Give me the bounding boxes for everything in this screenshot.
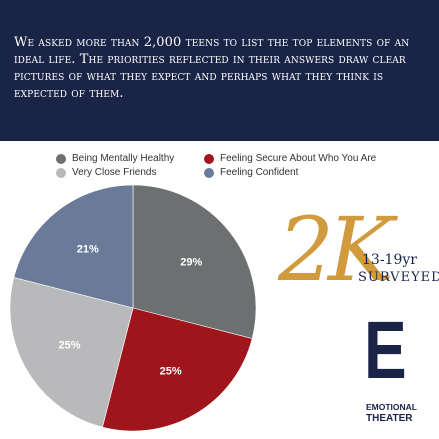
pie-slice-mentally-healthy <box>132 184 257 339</box>
pie-label-feeling-secure: 25% <box>160 365 182 377</box>
logo-line-emotional: EMOTIONAL <box>366 402 417 412</box>
logo-letter: E <box>364 305 407 396</box>
legend-item-mentally-healthy: Being Mentally Healthy <box>56 153 174 164</box>
header-banner: We asked more than 2,000 teens to list t… <box>0 0 439 141</box>
pie-label-mentally-healthy: 29% <box>180 257 202 269</box>
legend-label-feeling-confident: Feeling Confident <box>220 167 299 178</box>
stat-surveyed-label: SURVEYED <box>358 270 439 285</box>
pie-label-feeling-confident: 21% <box>77 244 99 256</box>
pie-slice-feeling-secure <box>102 307 253 432</box>
pie-label-close-friends: 25% <box>58 340 80 352</box>
legend-swatch-close-friends <box>56 167 66 178</box>
legend-item-feeling-secure: Feeling Secure About Who You Are <box>204 153 376 164</box>
stat-big-number: 2K <box>278 198 394 301</box>
legend-item-feeling-confident: Feeling Confident <box>204 167 298 178</box>
legend-label-feeling-secure: Feeling Secure About Who You Are <box>220 153 377 164</box>
legend-label-mentally-healthy: Being Mentally Healthy <box>72 153 175 164</box>
legend-item-close-friends: Very Close Friends <box>56 167 156 178</box>
legend-label-close-friends: Very Close Friends <box>72 167 157 178</box>
stat-age-range: 13-19yr <box>362 252 417 268</box>
legend-swatch-mentally-healthy <box>56 153 66 164</box>
pie-slice-feeling-confident <box>13 184 134 309</box>
pie-slice-close-friends <box>9 277 134 428</box>
logo-line-theater: THEATER <box>366 413 413 424</box>
legend-swatch-feeling-confident <box>204 167 214 178</box>
intro-text: We asked more than 2,000 teens to list t… <box>14 35 410 101</box>
legend-swatch-feeling-secure <box>204 153 214 164</box>
